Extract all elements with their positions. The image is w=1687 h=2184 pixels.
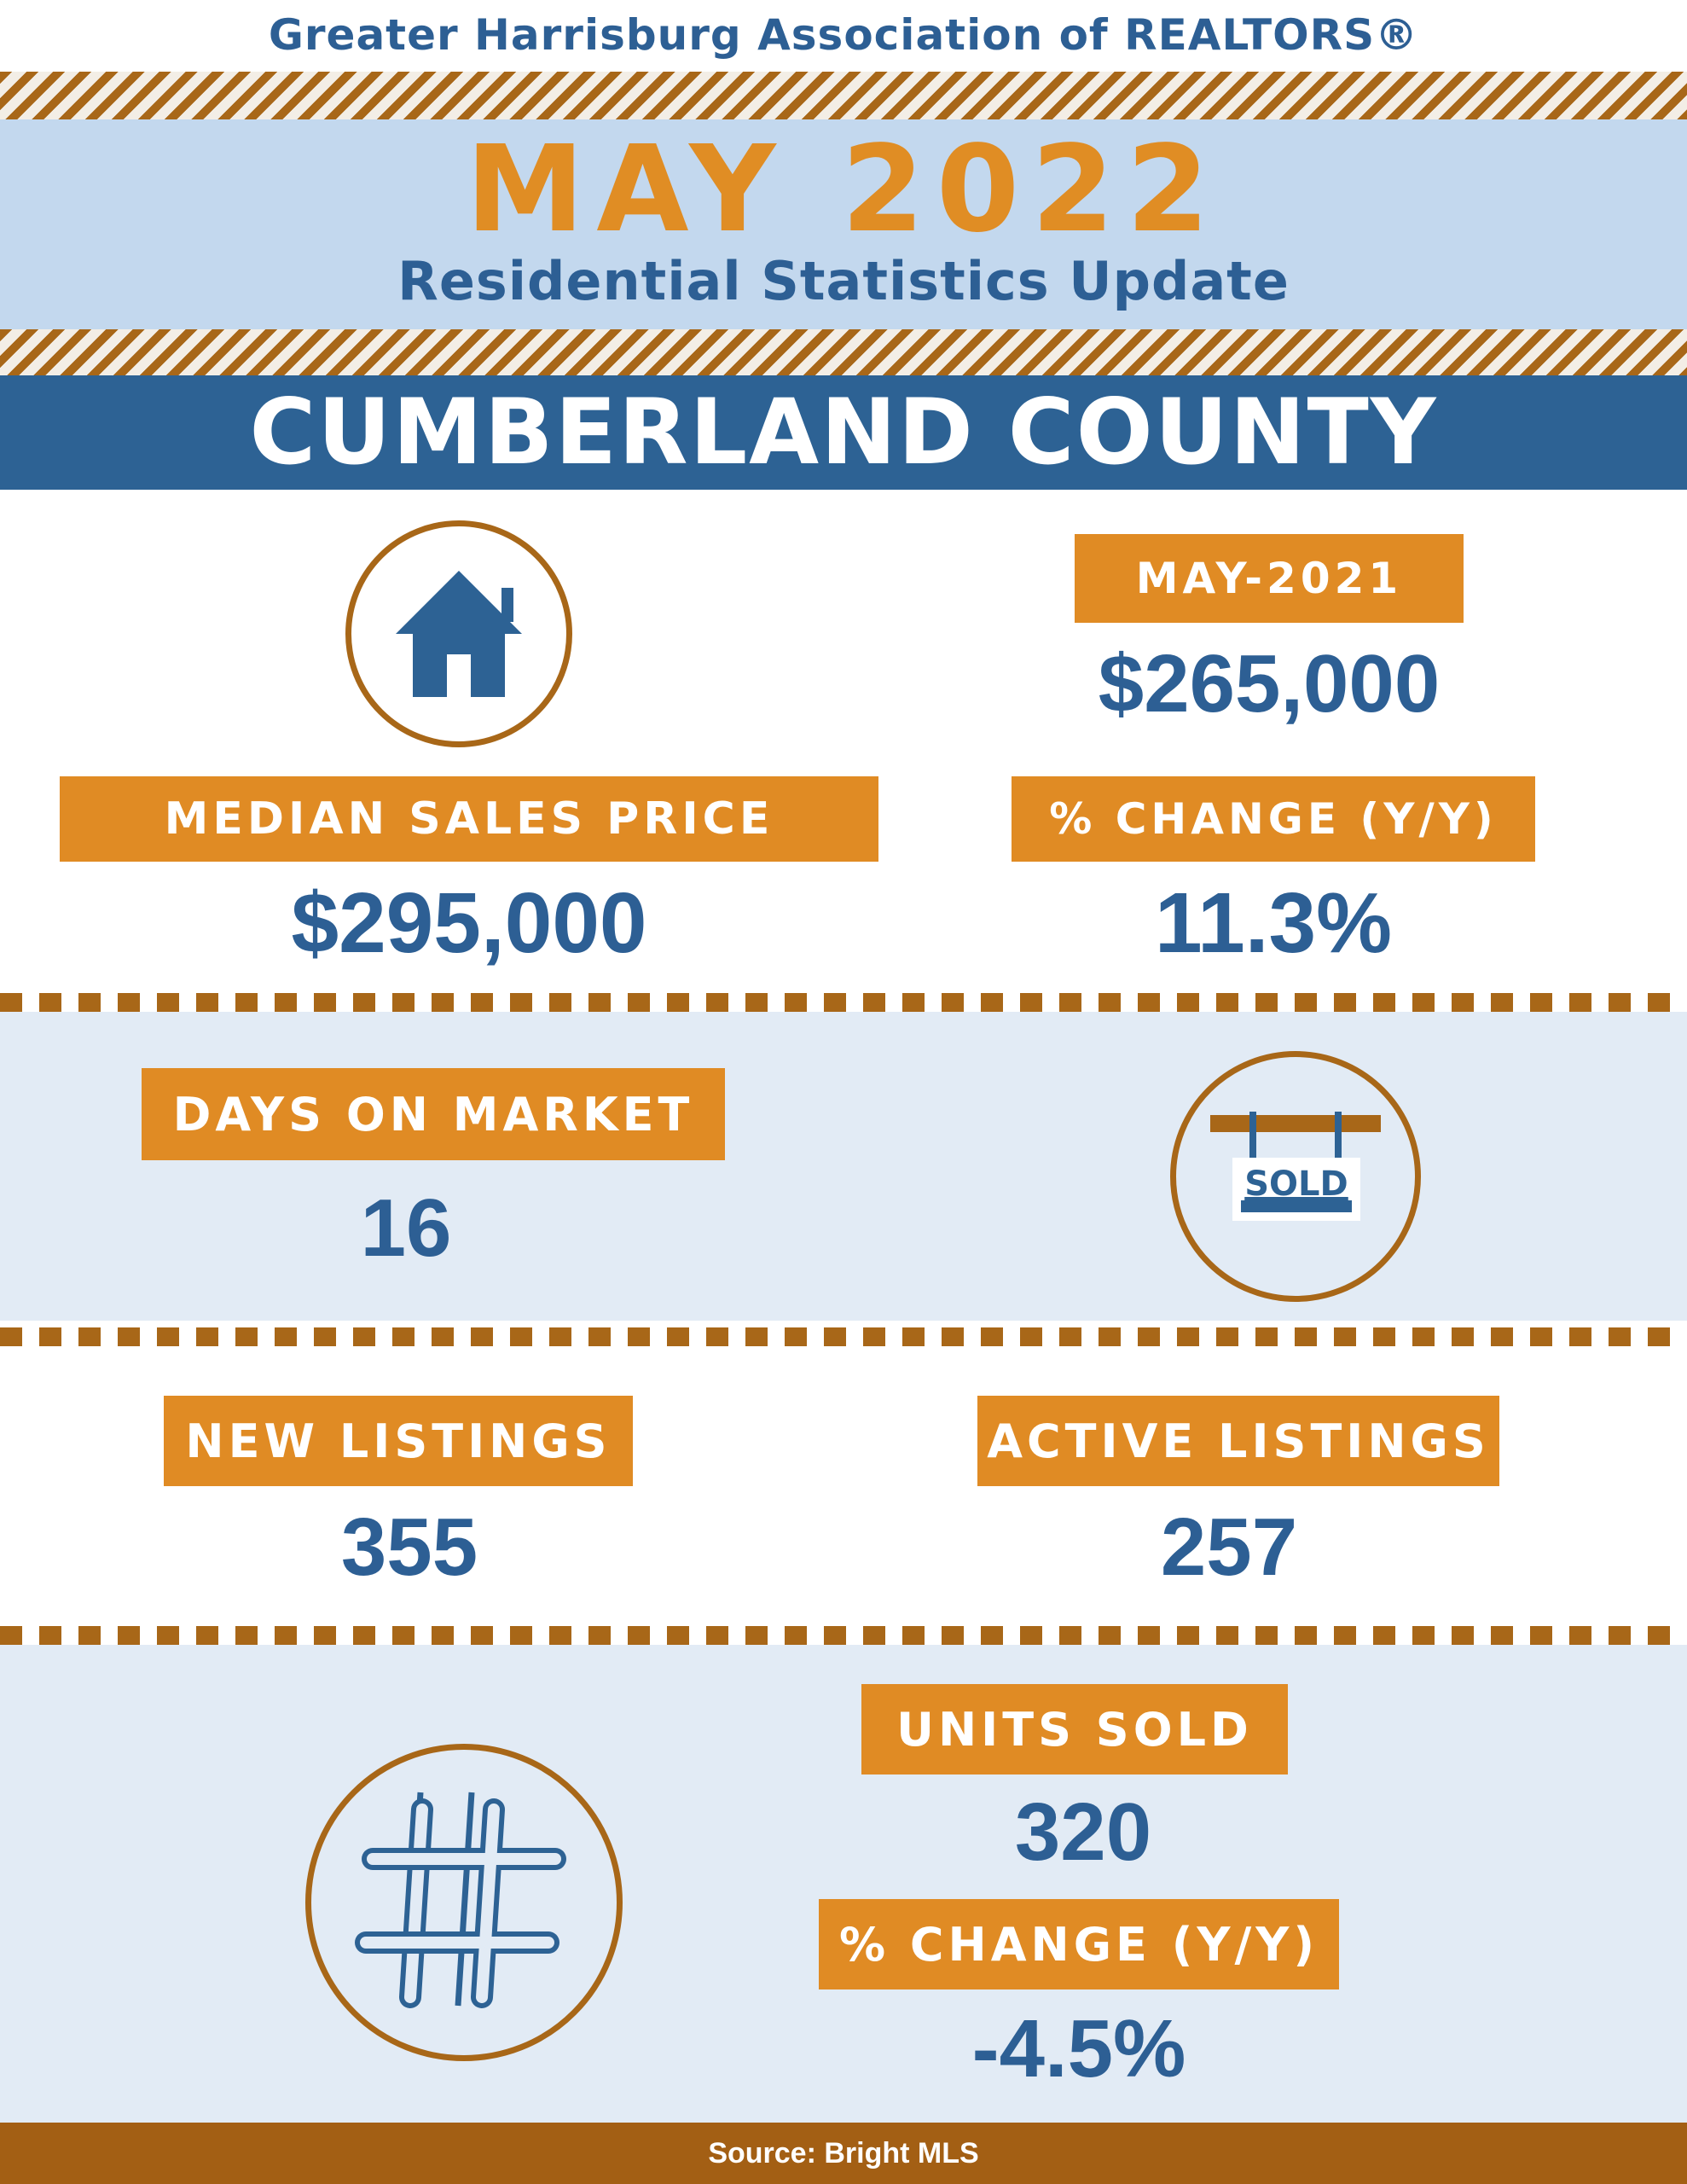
dotted-divider [0,1626,1687,1645]
house-icon-circle [345,520,572,747]
new-listings-value: 355 [340,1502,478,1593]
median-price-value: $295,000 [291,875,647,971]
report-subtitle: Residential Statistics Update [397,250,1290,312]
organization-name: Greater Harrisburg Association of REALTO… [268,10,1419,60]
median-price-label: MEDIAN SALES PRICE [60,776,878,862]
dotted-divider [0,1327,1687,1346]
prior-year-value: $265,000 [1098,638,1441,729]
units-change-value: -4.5% [971,2003,1186,2094]
hashtag-icon-circle [305,1744,623,2061]
price-change-value: 11.3% [1154,875,1393,971]
month-title: MAY 2022 [465,120,1222,259]
dotted-divider [0,993,1687,1012]
active-listings-label: ACTIVE LISTINGS [977,1396,1499,1486]
sold-sign-circle: SOLD [1170,1051,1421,1302]
units-sold-label: UNITS SOLD [861,1684,1288,1774]
stripe-divider-top [0,72,1687,119]
stripe-divider-bottom [0,329,1687,377]
source-footer: Source: Bright MLS [0,2123,1687,2184]
price-change-label: % CHANGE (Y/Y) [1012,776,1535,862]
active-listings-value: 257 [1160,1502,1298,1593]
house-icon [396,571,522,697]
hashtag-icon [355,1792,566,2008]
title-banner [0,119,1687,329]
units-change-label: % CHANGE (Y/Y) [819,1899,1339,1989]
sold-sign-text: SOLD [1244,1165,1348,1204]
new-listings-label: NEW LISTINGS [164,1396,633,1486]
days-on-market-value: 16 [360,1182,452,1274]
sold-sign-icon: SOLD [1210,1112,1381,1221]
days-on-market-label: DAYS ON MARKET [142,1068,725,1160]
units-sold-value: 320 [1014,1786,1152,1878]
county-title: CUMBERLAND COUNTY [0,375,1687,490]
prior-year-label: MAY-2021 [1075,534,1464,623]
units-sold-section [0,1645,1687,2123]
